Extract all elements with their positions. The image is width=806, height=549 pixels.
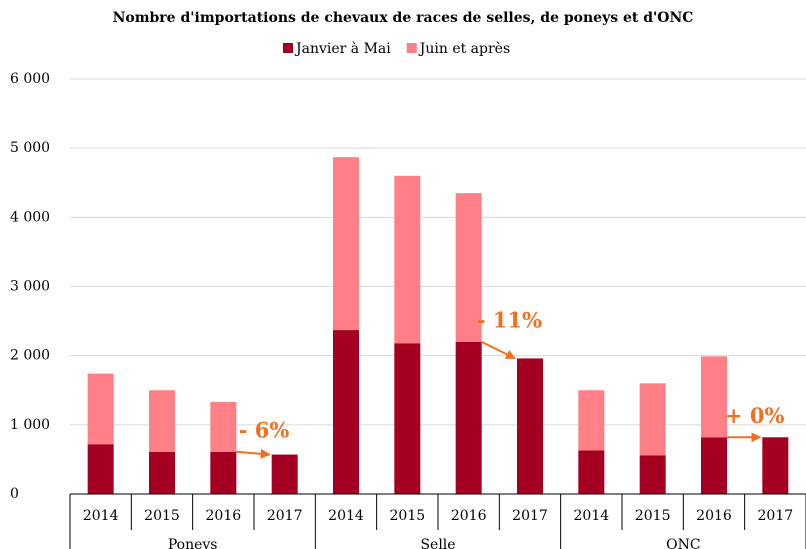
group-label: Selle [420,537,455,549]
bar-segment [87,444,114,494]
y-tick-label: 1 000 [10,417,50,433]
bar-segment [333,330,359,494]
x-tick-label: 2016 [451,508,487,524]
bar-segment [701,437,727,494]
annotation-arrow [481,340,516,360]
bar-segment [517,358,543,494]
group-label: Poneys [168,537,218,549]
group-label: ONC [666,537,700,549]
x-tick-label: 2014 [83,508,119,524]
legend-swatch [406,43,417,53]
x-tick-label: 2017 [267,508,303,524]
bar-segment [578,390,605,451]
bar-segment [639,455,666,494]
y-tick-label: 3 000 [10,279,50,295]
x-tick-label: 2015 [390,508,426,524]
x-tick-label: 2014 [328,508,364,524]
y-tick-label: 4 000 [10,209,50,225]
annotation: + 0% [725,403,785,428]
bar-segment [149,390,175,452]
bar-segment [639,383,666,456]
x-tick-label: 2015 [635,508,671,524]
bar-segment [149,451,175,494]
y-tick-label: 2 000 [10,348,50,364]
bar-segment [578,450,605,494]
bar-segment [394,343,421,494]
annotation: - 11% [477,307,542,332]
x-tick-label: 2017 [758,508,794,524]
bar-segment [333,157,359,331]
y-tick-label: 0 [10,486,19,502]
annotation: - 6% [239,417,290,442]
x-tick-label: 2016 [696,508,732,524]
chart-title: Nombre d'importations de chevaux de race… [113,10,694,26]
bar-segment [701,356,727,438]
x-tick-label: 2016 [206,508,242,524]
annotation-arrow [236,448,271,459]
legend-swatch [283,43,293,53]
bar-segment [455,341,482,494]
legend-label: Juin et après [418,41,510,57]
bar-segment [210,402,237,452]
x-tick-label: 2015 [144,508,180,524]
y-tick-label: 6 000 [10,71,50,87]
y-tick-label: 5 000 [10,140,50,156]
x-tick-label: 2017 [512,508,548,524]
x-tick-label: 2014 [574,508,610,524]
bar-segment [762,437,789,494]
bar-segment [210,451,237,494]
bar-segment [271,454,298,494]
legend-label: Janvier à Mai [294,40,391,57]
bar-segment [455,193,482,342]
bar-segment [87,373,114,445]
bar-segment [394,175,421,344]
